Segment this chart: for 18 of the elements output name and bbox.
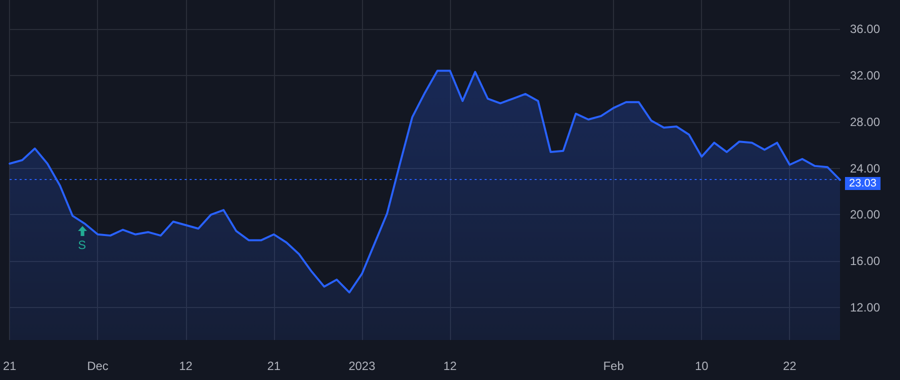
x-tick-label: Dec — [87, 359, 108, 373]
y-tick-label: 36.00 — [850, 22, 880, 36]
x-tick-label: 12 — [443, 359, 457, 373]
x-tick-label: 2023 — [348, 359, 376, 373]
y-tick-label: 24.00 — [850, 161, 880, 176]
x-tick-label: 22 — [782, 359, 797, 373]
y-tick-label: 16.00 — [850, 254, 880, 268]
annotation: S — [78, 238, 86, 252]
x-tick-label: 21 — [267, 359, 281, 373]
y-tick-label: 20.00 — [850, 208, 880, 222]
ref-line-label: 23.03 — [849, 178, 877, 190]
x-tick-label: Feb — [603, 359, 624, 373]
x-tick-label: 10 — [694, 359, 709, 373]
x-tick-label: 21 — [2, 359, 17, 373]
y-tick-label: 32.00 — [850, 68, 880, 82]
y-tick-label: 28.00 — [850, 114, 880, 129]
y-tick-label: 12.00 — [850, 300, 880, 315]
x-tick-label: 12 — [179, 359, 193, 373]
